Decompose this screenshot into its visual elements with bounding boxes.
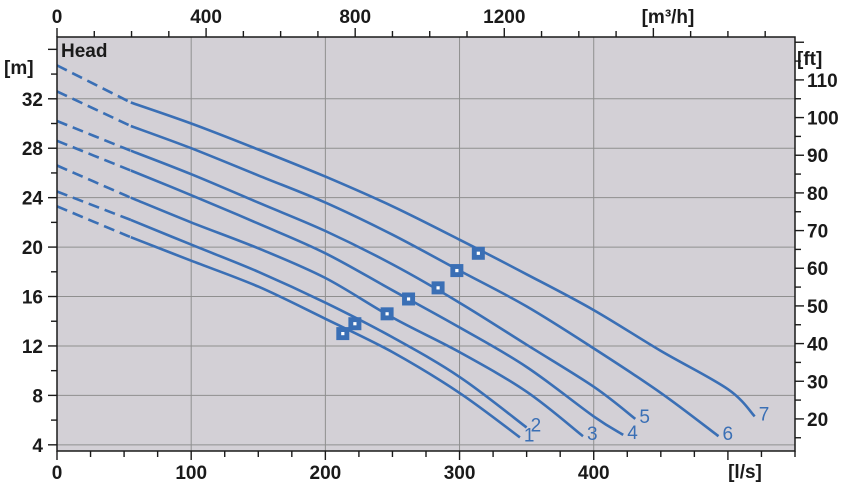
curve-label-2: 2 xyxy=(531,416,542,437)
best-efficiency-markers xyxy=(336,246,485,341)
bep-marker-center-2 xyxy=(353,322,357,326)
y-right-tick-label: 20 xyxy=(807,410,828,431)
y-right-tick-label: 110 xyxy=(807,71,838,92)
curve-label-7: 7 xyxy=(759,404,770,425)
y-right-tick-label: 80 xyxy=(807,184,828,205)
y-right-tick-label: 40 xyxy=(807,335,828,356)
x-top-unit-label: [m³/h] xyxy=(642,7,695,28)
bep-marker-center-7 xyxy=(476,251,480,255)
x-top-tick-label: 0 xyxy=(52,7,63,28)
y-right-tick-label: 50 xyxy=(807,297,828,318)
y-right-tick-label: 70 xyxy=(807,222,828,243)
y-left-tick-label: 8 xyxy=(32,386,43,407)
y-right-tick-label: 90 xyxy=(807,146,828,167)
curve-2 xyxy=(130,218,528,429)
x-bottom-tick-label: 200 xyxy=(310,463,342,484)
bep-marker-center-3 xyxy=(385,312,389,316)
y-left-tick-label: 24 xyxy=(22,189,44,210)
x-top-tick-label: 800 xyxy=(339,7,371,28)
plot-head-label: Head xyxy=(61,41,107,62)
x-bottom-tick-label: 0 xyxy=(52,463,63,484)
plot-area xyxy=(57,37,795,451)
y-left-tick-label: 32 xyxy=(22,90,43,111)
grid-lines xyxy=(57,37,795,451)
y-right-tick-label: 100 xyxy=(807,109,839,130)
curve-5-dashed xyxy=(56,119,132,152)
x-top-tick-label: 1200 xyxy=(483,7,525,28)
curve-3 xyxy=(130,196,584,438)
curve-7-dashed xyxy=(56,64,132,104)
curve-6 xyxy=(130,124,720,438)
curve-4-dashed xyxy=(56,139,132,172)
curve-1-dashed xyxy=(56,205,132,239)
x-bottom-tick-label: 400 xyxy=(578,463,610,484)
x-top-tick-label: 400 xyxy=(190,7,222,28)
y-right-tick-label: 60 xyxy=(807,259,828,280)
y-right-unit-label: [ft] xyxy=(797,49,822,70)
curve-3-dashed xyxy=(56,164,132,199)
curve-2-dashed xyxy=(56,190,132,222)
y-left-tick-label: 4 xyxy=(32,436,43,457)
curve-label-5: 5 xyxy=(639,407,650,428)
bep-marker-center-4 xyxy=(406,297,411,301)
bep-marker-center-5 xyxy=(436,286,440,290)
y-left-unit-label: [m] xyxy=(4,58,34,79)
y-left-tick-label: 12 xyxy=(22,337,43,358)
curve-1 xyxy=(130,235,521,439)
y-left-tick-label: 20 xyxy=(22,238,43,259)
curve-5 xyxy=(130,149,637,420)
y-left-tick-label: 28 xyxy=(22,139,43,160)
axis-ticks xyxy=(48,28,804,460)
curve-4 xyxy=(130,169,624,437)
y-left-tick-label: 16 xyxy=(22,288,43,309)
curve-6-dashed xyxy=(56,90,132,128)
curve-label-3: 3 xyxy=(587,424,598,445)
bep-marker-center-1 xyxy=(341,331,345,336)
x-bottom-tick-label: 300 xyxy=(444,463,476,484)
curve-label-1: 1 xyxy=(524,425,535,446)
bep-marker-center-6 xyxy=(455,268,459,273)
y-right-tick-label: 30 xyxy=(807,372,828,393)
curve-label-6: 6 xyxy=(723,424,734,445)
x-bottom-unit-label: [l/s] xyxy=(728,462,762,483)
x-bottom-tick-label: 100 xyxy=(175,463,207,484)
pump-curves: 12 3 45 6 7 xyxy=(56,64,770,446)
curve-7 xyxy=(130,101,756,418)
curve-label-4: 4 xyxy=(627,423,638,444)
